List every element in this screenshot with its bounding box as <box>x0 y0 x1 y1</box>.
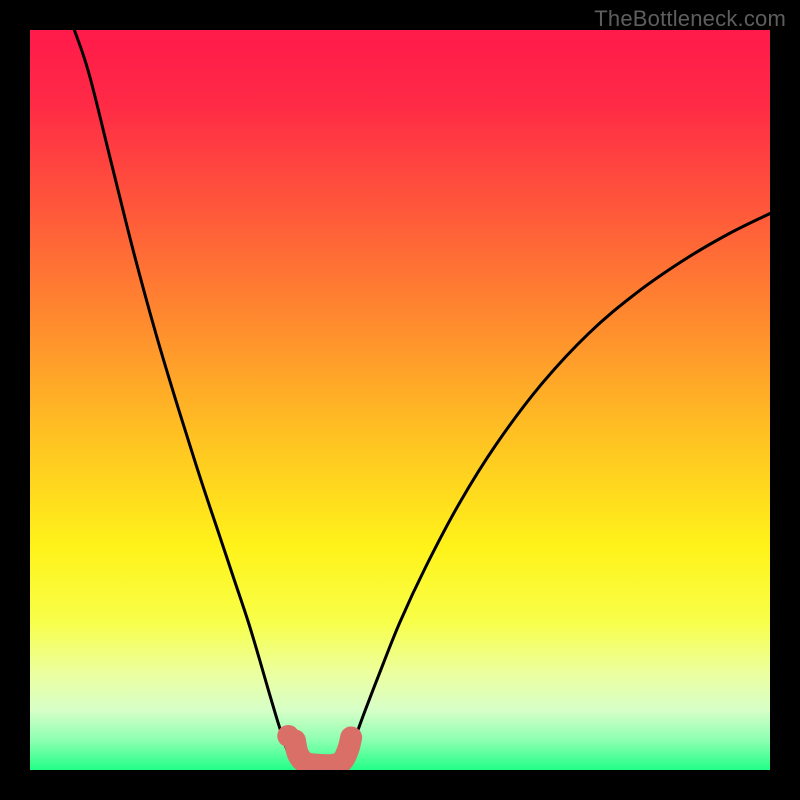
gradient-background <box>30 30 770 770</box>
watermark-text: TheBottleneck.com <box>594 6 786 32</box>
bottleneck-chart <box>30 30 770 770</box>
minimum-marker-dot <box>277 725 299 747</box>
chart-frame: TheBottleneck.com <box>0 0 800 800</box>
